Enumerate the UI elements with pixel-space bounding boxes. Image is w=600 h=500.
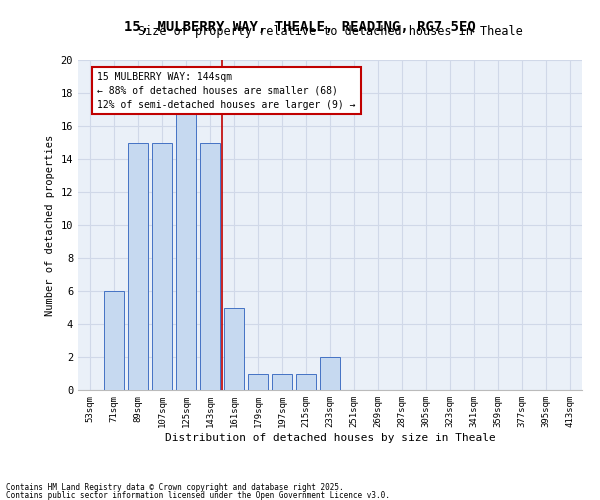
Text: Contains public sector information licensed under the Open Government Licence v3: Contains public sector information licen…: [6, 490, 390, 500]
Text: 15, MULBERRY WAY, THEALE, READING, RG7 5EQ: 15, MULBERRY WAY, THEALE, READING, RG7 5…: [124, 20, 476, 34]
Bar: [176, 110, 196, 390]
Text: 15 MULBERRY WAY: 144sqm
← 88% of detached houses are smaller (68)
12% of semi-de: 15 MULBERRY WAY: 144sqm ← 88% of detache…: [97, 72, 356, 110]
Bar: [320, 357, 340, 390]
X-axis label: Distribution of detached houses by size in Theale: Distribution of detached houses by size …: [164, 432, 496, 442]
Bar: [128, 142, 148, 390]
Bar: [296, 374, 316, 390]
Y-axis label: Number of detached properties: Number of detached properties: [45, 134, 55, 316]
Bar: [104, 291, 124, 390]
Text: Contains HM Land Registry data © Crown copyright and database right 2025.: Contains HM Land Registry data © Crown c…: [6, 484, 344, 492]
Bar: [272, 374, 292, 390]
Bar: [200, 142, 220, 390]
Bar: [152, 142, 172, 390]
Bar: [248, 374, 268, 390]
Title: Size of property relative to detached houses in Theale: Size of property relative to detached ho…: [137, 25, 523, 38]
Bar: [224, 308, 244, 390]
